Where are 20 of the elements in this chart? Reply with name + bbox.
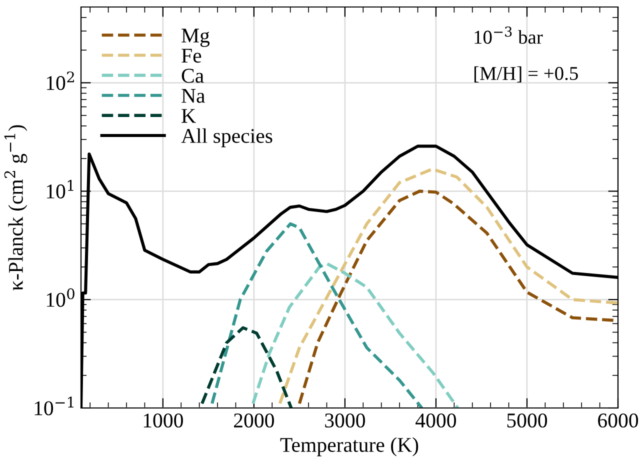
x-tick-label: 4000 bbox=[416, 413, 456, 428]
legend-label: Mg bbox=[182, 28, 210, 47]
y-axis-title: κ-Planck (cm$^{2}$ g$^{−1}$) bbox=[4, 125, 28, 290]
annotation: [M/H] = +0.5 bbox=[474, 66, 578, 82]
x-tick-label: 6000 bbox=[598, 413, 638, 428]
y-tick-label: 10$^{1}$ bbox=[46, 180, 74, 198]
annotation: 10$^{−3}$ bar bbox=[474, 26, 543, 44]
legend-label: Na bbox=[182, 89, 206, 103]
x-tick-label: 1000 bbox=[144, 413, 183, 428]
y-tick-label: 10$^{−1}$ bbox=[34, 396, 74, 416]
y-tick-label: 10$^{0}$ bbox=[46, 288, 74, 307]
legend-label: K bbox=[182, 109, 196, 123]
legend-label: All species bbox=[181, 128, 272, 148]
x-tick-label: 2000 bbox=[234, 413, 274, 428]
x-tick-label: 5000 bbox=[507, 413, 548, 428]
y-tick-label: 10$^{2}$ bbox=[46, 71, 74, 90]
x-axis-title: Temperature (K) bbox=[280, 437, 418, 456]
legend-label: Fe bbox=[182, 48, 202, 63]
legend-label: Ca bbox=[182, 68, 204, 83]
x-tick-label: 3000 bbox=[325, 413, 365, 428]
